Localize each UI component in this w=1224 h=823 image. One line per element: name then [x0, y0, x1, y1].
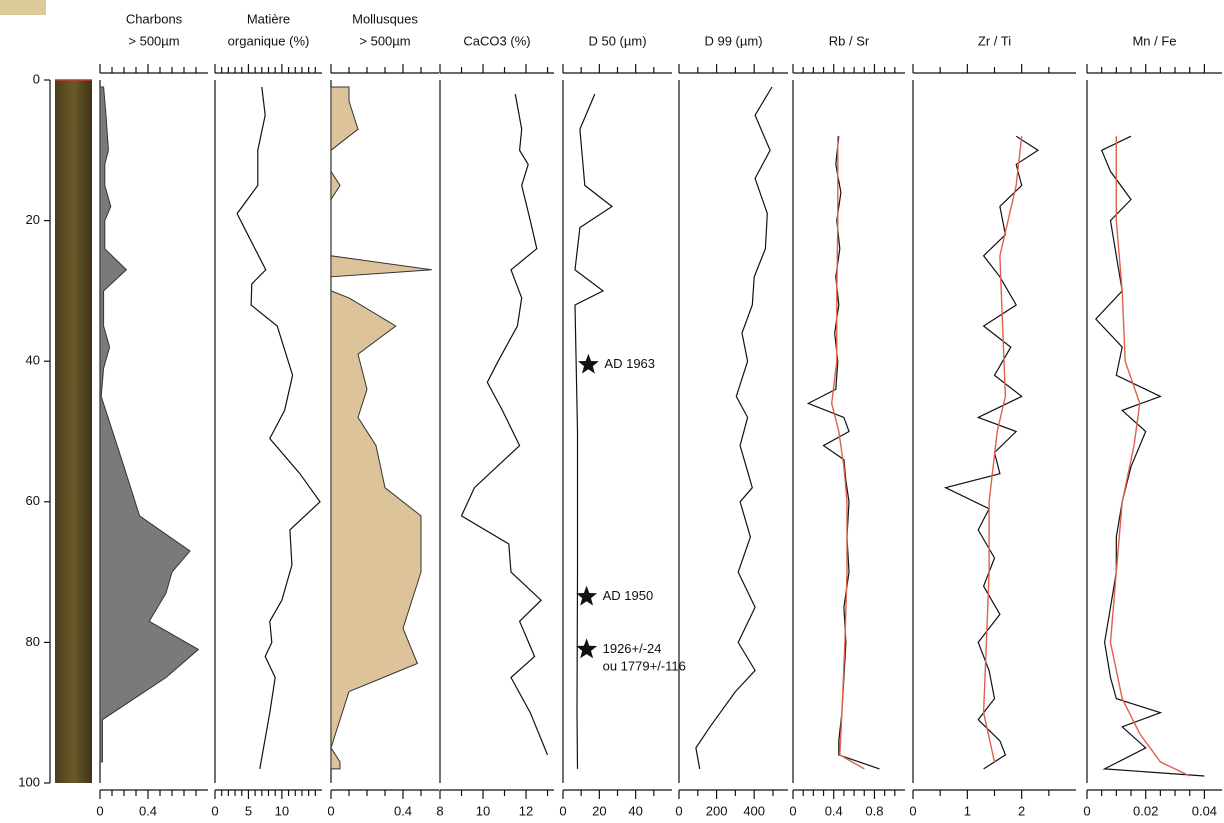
date-star — [576, 638, 598, 659]
x-tick-label: 0.4 — [825, 803, 843, 818]
panel-title: Zr / Ti — [978, 33, 1011, 48]
panel-title: Matière — [247, 11, 290, 26]
x-tick-label: 0 — [96, 803, 103, 818]
date-annotation: 1926+/-24 — [603, 641, 662, 656]
depth-tick-label: 0 — [33, 71, 40, 86]
profile-area — [99, 86, 200, 763]
x-tick-label: 8 — [436, 803, 443, 818]
panel-title: Rb / Sr — [829, 33, 870, 48]
panel-title: Mollusques — [352, 11, 418, 26]
x-tick-label: 0 — [1083, 803, 1090, 818]
profile-line — [574, 93, 614, 769]
date-annotation: AD 1950 — [603, 588, 654, 603]
x-tick-label: 0.04 — [1192, 803, 1217, 818]
date-star — [576, 585, 598, 606]
x-tick-label: 10 — [476, 803, 490, 818]
panel-title: > 500µm — [128, 33, 179, 48]
depth-tick-label: 100 — [18, 774, 40, 789]
x-tick-label: 10 — [275, 803, 289, 818]
profile-line — [1094, 135, 1205, 777]
depth-tick-label: 20 — [26, 212, 40, 227]
x-tick-label: 1 — [964, 803, 971, 818]
profile-line — [460, 93, 549, 756]
profile-line — [236, 86, 321, 770]
panel-title: Mn / Fe — [1132, 33, 1176, 48]
x-tick-label: 2 — [1018, 803, 1025, 818]
x-tick-label: 0 — [211, 803, 218, 818]
x-tick-label: 0.4 — [139, 803, 157, 818]
date-annotation: AD 1963 — [604, 356, 655, 371]
x-tick-label: 0 — [327, 803, 334, 818]
corner-swatch — [0, 0, 46, 15]
profile-line — [830, 136, 865, 770]
profile-line — [1109, 136, 1191, 777]
x-tick-label: 200 — [706, 803, 728, 818]
panel-title: > 500µm — [359, 33, 410, 48]
profile-area — [330, 86, 432, 770]
x-tick-label: 40 — [628, 803, 642, 818]
date-star — [578, 353, 599, 374]
x-tick-label: 0.4 — [394, 803, 412, 818]
panel-title: CaCO3 (%) — [463, 33, 530, 48]
profile-line — [982, 136, 1023, 763]
x-tick-label: 0 — [909, 803, 916, 818]
x-tick-label: 0 — [675, 803, 682, 818]
x-tick-label: 0 — [789, 803, 796, 818]
depth-tick-label: 80 — [26, 634, 40, 649]
profile-line — [943, 135, 1040, 770]
panel-title: D 99 (µm) — [704, 33, 762, 48]
date-annotation: ou 1779+/-116 — [603, 658, 686, 673]
depth-tick-label: 40 — [26, 353, 40, 368]
panel-title: D 50 (µm) — [588, 33, 646, 48]
x-tick-label: 0 — [559, 803, 566, 818]
panel-title: Charbons — [126, 11, 183, 26]
x-tick-label: 0.02 — [1133, 803, 1158, 818]
core-photo — [55, 80, 92, 783]
x-tick-label: 20 — [592, 803, 606, 818]
x-tick-label: 0.8 — [865, 803, 883, 818]
profile-line — [695, 86, 773, 770]
x-tick-label: 400 — [743, 803, 765, 818]
x-tick-label: 12 — [519, 803, 533, 818]
x-tick-label: 5 — [245, 803, 252, 818]
depth-tick-label: 60 — [26, 493, 40, 508]
panel-title: organique (%) — [228, 33, 310, 48]
